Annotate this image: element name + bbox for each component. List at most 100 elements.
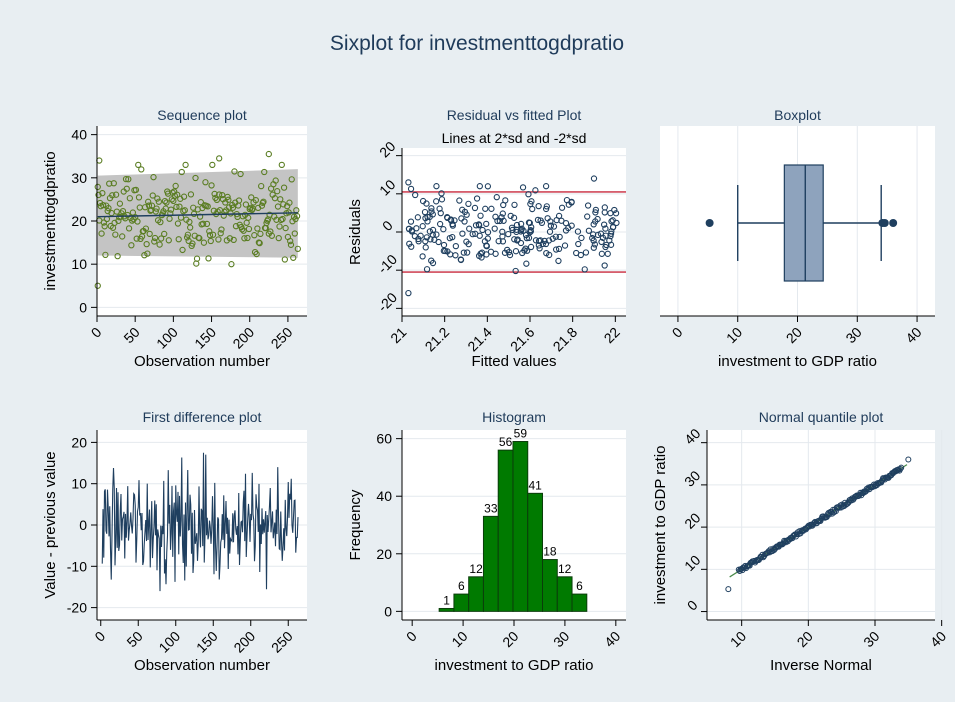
sequence-point [184,231,192,238]
sequence-point [172,182,179,190]
sequence-point [268,232,276,239]
qq-point [790,532,797,539]
residual-point [438,190,445,197]
sequence-point [168,196,175,203]
sequence-point [114,253,121,260]
residual-point [536,245,543,252]
sequence-point [286,199,293,206]
sequence-point [190,210,198,218]
box-outlier [889,219,898,227]
residual-point [511,236,518,243]
qq-point [905,456,912,463]
sequence-point [99,201,107,209]
residual-point [556,233,563,241]
sequence-point [193,255,201,262]
sequence-point [142,225,150,232]
sequence-point [175,236,182,243]
residual-point [459,206,466,213]
residual-point [512,248,520,255]
residual-point [546,228,554,235]
residual-point [483,242,490,249]
residual-point [440,241,448,249]
residual-point [535,242,543,249]
residual-point [428,257,435,264]
residual-point [440,226,447,233]
residual-point [433,231,440,238]
residual-point [428,205,435,212]
residual-point [444,248,451,255]
box-outlier [880,219,889,227]
residual-point [438,196,446,203]
sequence-point [226,235,234,242]
residual-point [525,191,532,198]
residual-point [463,211,470,218]
residual-point [484,183,492,190]
histogram-y-tick-label: 40 [376,488,392,504]
residual-point [449,233,456,241]
sequence-point [237,170,244,178]
histogram-bar [542,559,558,612]
firstdiff-y-tick-label: -10 [67,558,87,574]
residual-point [568,222,575,229]
residual-point [527,243,535,251]
boxplot-title: Boxplot [774,107,821,123]
residual-point [585,227,593,234]
residual-point [547,222,555,229]
firstdiff-x-axis-title: Observation number [134,657,270,674]
sequence-point [128,242,135,249]
sequence-point [102,251,109,259]
residual-point [601,262,608,269]
residual-point [417,232,424,239]
sequence-point [109,192,116,199]
residual-point [488,205,495,212]
residual-point [444,214,451,222]
residual-point [476,183,483,190]
sequence-point [161,230,168,238]
sequence-point [244,234,251,242]
qq-x-axis-title: Inverse Normal [770,657,872,674]
residual-point [609,217,616,224]
residual-point [460,249,467,256]
residual-point [483,251,490,258]
firstdiff-series-line [101,452,299,592]
sequence-point [206,228,213,235]
residual-point [513,221,521,229]
residual-point [520,227,527,234]
sequence-fit-line [97,212,298,218]
sequence-point [199,220,207,227]
residual-point [505,230,512,238]
histogram-y-axis-title: Frequency [347,489,364,560]
residual-point [598,250,606,257]
sequence-point [197,199,205,206]
sequence-point [291,230,298,237]
qq-point [844,500,851,507]
residual-point [457,256,465,264]
sequence-point [112,231,119,238]
residual-point [511,201,518,209]
sequence-point [204,203,211,210]
sequence-point [173,203,180,211]
histogram-bar [468,576,484,612]
sequence-point [98,230,105,237]
residual-point [537,217,544,224]
residual-point [476,222,483,229]
firstdiff-y-tick-label: 20 [71,434,87,450]
sequence-point [165,237,172,244]
histogram-bar-label: 56 [499,435,513,449]
sequence-point [282,224,289,232]
sequence-point [189,240,196,247]
residual-point [609,223,617,231]
sequence-point [209,231,217,238]
sequence-point [276,223,283,230]
sequence-point [225,196,232,203]
residual-point [592,206,600,214]
residual-point [546,251,553,259]
qq-point [897,466,904,473]
sequence-title: Sequence plot [157,107,247,123]
sequence-point [125,225,133,232]
residual-point [525,234,533,242]
box-outlier [705,219,714,227]
residual-point [598,238,605,246]
